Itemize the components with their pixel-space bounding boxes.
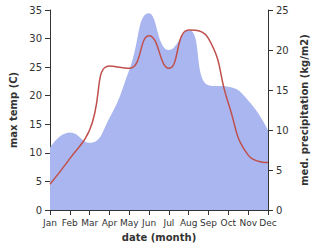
svg-text:15: 15 xyxy=(276,85,289,96)
svg-text:May: May xyxy=(120,218,139,228)
svg-text:10: 10 xyxy=(276,125,289,136)
svg-text:Dec: Dec xyxy=(259,218,276,228)
svg-text:Feb: Feb xyxy=(62,218,78,228)
svg-text:max temp (C): max temp (C) xyxy=(8,72,19,148)
svg-text:date (month): date (month) xyxy=(122,232,196,243)
svg-text:10: 10 xyxy=(29,147,42,158)
svg-text:30: 30 xyxy=(29,33,42,44)
svg-text:0: 0 xyxy=(276,205,282,216)
svg-text:20: 20 xyxy=(29,90,42,101)
svg-text:Sep: Sep xyxy=(200,218,217,228)
svg-text:5: 5 xyxy=(276,165,282,176)
svg-text:25: 25 xyxy=(276,5,289,16)
svg-text:Oct: Oct xyxy=(221,218,237,228)
svg-text:5: 5 xyxy=(36,176,42,187)
svg-text:20: 20 xyxy=(276,45,289,56)
svg-text:med. precipitation (kg/m2): med. precipitation (kg/m2) xyxy=(299,34,310,186)
svg-text:35: 35 xyxy=(29,5,42,16)
svg-text:Jun: Jun xyxy=(141,218,156,228)
svg-text:Mar: Mar xyxy=(81,218,98,228)
svg-text:25: 25 xyxy=(29,62,42,73)
svg-text:15: 15 xyxy=(29,119,42,130)
svg-text:0: 0 xyxy=(36,205,42,216)
svg-text:Aug: Aug xyxy=(180,218,198,228)
svg-text:Nov: Nov xyxy=(239,218,257,228)
svg-text:Jan: Jan xyxy=(42,218,57,228)
svg-text:Jul: Jul xyxy=(162,218,174,228)
svg-text:Apr: Apr xyxy=(102,218,118,228)
